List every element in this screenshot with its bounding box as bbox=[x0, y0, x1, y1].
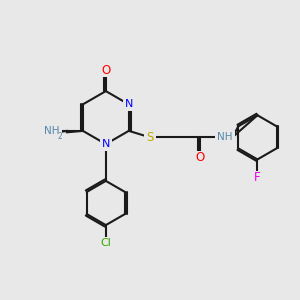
FancyBboxPatch shape bbox=[96, 237, 116, 250]
Text: N: N bbox=[102, 139, 110, 149]
Text: N: N bbox=[124, 99, 133, 110]
Text: NH: NH bbox=[217, 132, 233, 142]
FancyBboxPatch shape bbox=[42, 124, 62, 137]
FancyBboxPatch shape bbox=[144, 131, 156, 144]
FancyBboxPatch shape bbox=[215, 131, 235, 144]
Text: F: F bbox=[254, 171, 261, 184]
Text: S: S bbox=[146, 131, 154, 144]
Text: NH: NH bbox=[44, 126, 60, 136]
FancyBboxPatch shape bbox=[194, 151, 206, 164]
Text: 2: 2 bbox=[58, 132, 62, 141]
FancyBboxPatch shape bbox=[123, 98, 135, 111]
Text: O: O bbox=[101, 64, 110, 77]
Text: O: O bbox=[195, 151, 205, 164]
FancyBboxPatch shape bbox=[100, 64, 112, 77]
Text: Cl: Cl bbox=[100, 238, 111, 248]
FancyBboxPatch shape bbox=[251, 171, 264, 184]
FancyBboxPatch shape bbox=[100, 138, 112, 151]
